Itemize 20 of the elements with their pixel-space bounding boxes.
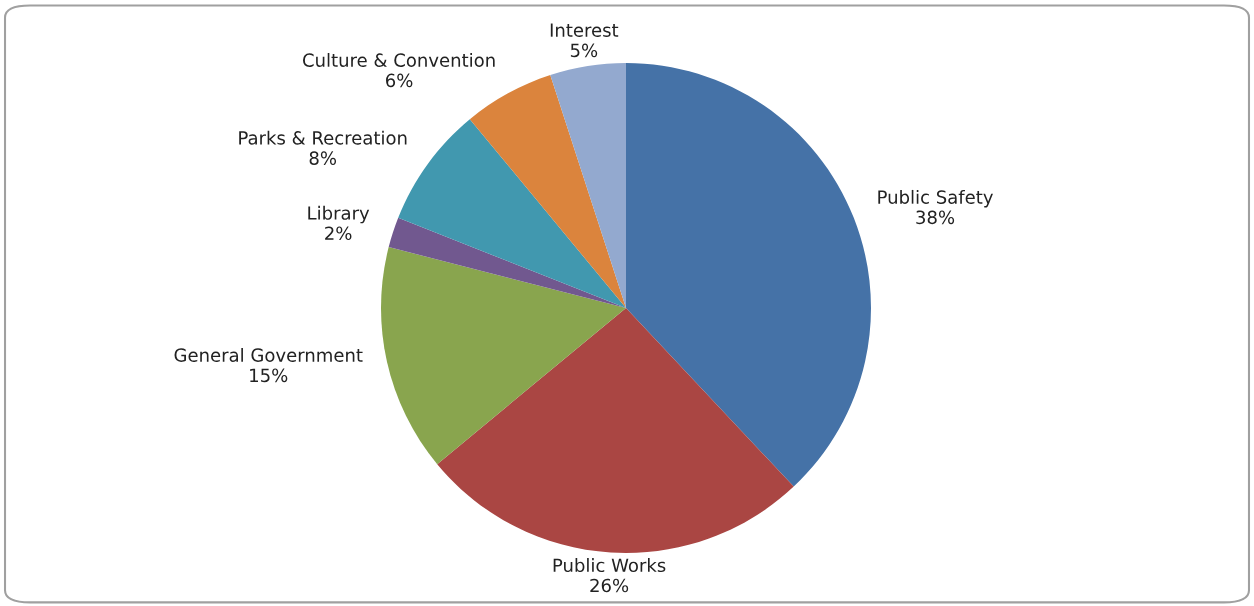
data-label: 2% xyxy=(325,226,352,241)
pie-slice xyxy=(469,74,626,308)
slice-label: Culture & Convention xyxy=(302,52,495,67)
pie-slice xyxy=(381,247,626,465)
data-label: 38% xyxy=(916,210,955,225)
pie-slice xyxy=(388,217,626,308)
data-label: 15% xyxy=(250,368,288,383)
slice-label: Public Safety xyxy=(878,189,993,208)
pie-slice xyxy=(550,63,626,308)
pie-slice xyxy=(626,63,871,487)
data-label: 8% xyxy=(309,151,337,165)
slice-label: Interest xyxy=(550,23,619,37)
slice-label: Parks & Recreation xyxy=(239,130,407,145)
slice-label: Library xyxy=(308,205,370,224)
data-label: 26% xyxy=(590,578,629,593)
pie-slice xyxy=(437,308,794,553)
data-label: 5% xyxy=(570,43,598,58)
data-label: 6% xyxy=(386,73,413,88)
slice-label: Public Works xyxy=(553,558,666,573)
slice-label: General Government xyxy=(174,347,363,362)
